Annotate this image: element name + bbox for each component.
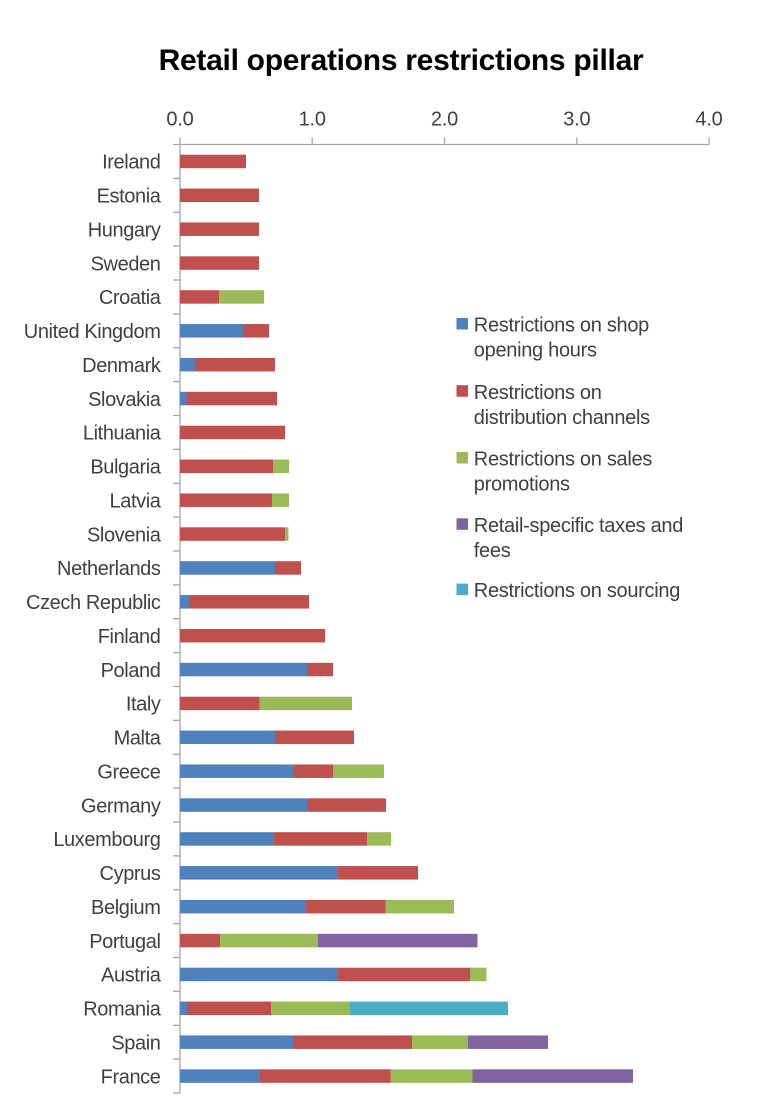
- svg-text:Retail-specific taxes and: Retail-specific taxes and: [474, 515, 683, 537]
- svg-text:Spain: Spain: [111, 1032, 160, 1054]
- svg-text:Germany: Germany: [81, 795, 161, 817]
- svg-text:0.0: 0.0: [166, 109, 193, 131]
- svg-text:Hungary: Hungary: [88, 219, 161, 241]
- svg-text:Denmark: Denmark: [82, 355, 162, 377]
- svg-text:4.0: 4.0: [695, 109, 722, 131]
- svg-text:fees: fees: [474, 540, 511, 562]
- svg-text:France: France: [101, 1066, 161, 1088]
- svg-text:Restrictions on sales: Restrictions on sales: [474, 449, 653, 471]
- svg-text:Estonia: Estonia: [97, 186, 162, 208]
- svg-text:Belgium: Belgium: [91, 897, 160, 919]
- svg-text:3.0: 3.0: [563, 109, 590, 131]
- svg-text:Romania: Romania: [83, 999, 162, 1021]
- svg-text:Bulgaria: Bulgaria: [90, 457, 161, 479]
- svg-text:Ireland: Ireland: [102, 152, 160, 174]
- svg-text:Slovenia: Slovenia: [87, 524, 162, 546]
- svg-text:Restrictions on sourcing: Restrictions on sourcing: [474, 580, 680, 602]
- svg-text:2.0: 2.0: [431, 109, 458, 131]
- svg-text:Latvia: Latvia: [110, 490, 162, 512]
- svg-text:Malta: Malta: [114, 728, 162, 750]
- svg-text:United Kingdom: United Kingdom: [24, 321, 161, 343]
- svg-text:Slovakia: Slovakia: [88, 389, 162, 411]
- svg-text:Poland: Poland: [101, 660, 161, 682]
- svg-text:Portugal: Portugal: [89, 931, 160, 953]
- svg-text:Retail operations restrictions: Retail operations restrictions pillar: [159, 44, 644, 77]
- svg-text:promotions: promotions: [474, 474, 570, 496]
- svg-text:Restrictions on: Restrictions on: [474, 382, 602, 404]
- svg-text:Croatia: Croatia: [99, 287, 162, 309]
- svg-text:opening hours: opening hours: [474, 340, 597, 362]
- svg-text:distribution channels: distribution channels: [474, 407, 650, 429]
- svg-text:Austria: Austria: [101, 965, 162, 987]
- svg-text:Netherlands: Netherlands: [57, 558, 161, 580]
- svg-text:Cyprus: Cyprus: [100, 863, 161, 885]
- svg-text:Restrictions on shop: Restrictions on shop: [474, 315, 649, 337]
- svg-text:Czech Republic: Czech Republic: [26, 592, 161, 614]
- svg-text:Greece: Greece: [97, 761, 160, 783]
- svg-text:Italy: Italy: [126, 694, 161, 716]
- svg-text:1.0: 1.0: [299, 109, 326, 131]
- svg-text:Lithuania: Lithuania: [83, 423, 162, 445]
- svg-text:Luxembourg: Luxembourg: [53, 829, 160, 851]
- svg-text:Finland: Finland: [98, 626, 161, 648]
- svg-text:Sweden: Sweden: [91, 253, 161, 275]
